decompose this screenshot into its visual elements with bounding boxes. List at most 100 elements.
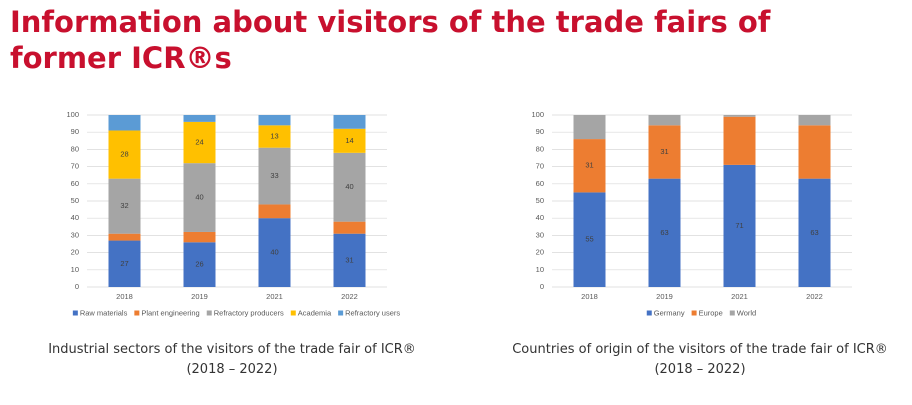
data-label: 32 [120,201,128,210]
bar-segment [183,231,216,243]
y-tick-label: 0 [75,282,79,291]
bar-segment [108,240,141,287]
y-tick-label: 90 [71,127,79,136]
caption-line: (2018 – 2022) [654,362,746,377]
bar-segment [798,125,831,179]
page-title: Information about visitors of the trade … [10,5,771,75]
y-tick-label: 50 [71,196,79,205]
y-tick-label: 90 [536,127,544,136]
bar-segment [648,115,681,126]
legend-label: Plant engineering [141,308,199,317]
legend-swatch [72,310,78,316]
y-tick-label: 10 [71,265,79,274]
caption-line: (2018 – 2022) [186,362,278,377]
x-tick-label: 2019 [656,292,673,301]
legend-label: Europe [699,308,723,317]
legend-swatch [338,310,344,316]
legend-swatch [134,310,140,316]
y-tick-label: 20 [536,248,544,257]
legend-swatch [691,310,697,316]
y-tick-label: 40 [536,213,544,222]
data-label: 40 [345,182,353,191]
bar-segment [108,130,141,179]
legend-label: Refractory producers [214,308,284,317]
caption-line: Countries of origin of the visitors of t… [512,342,888,357]
y-tick-label: 80 [536,144,544,153]
bar-segment [723,116,756,165]
bar-segment [108,115,141,131]
y-tick-label: 100 [66,110,79,119]
y-tick-label: 10 [536,265,544,274]
bar-segment [183,121,216,164]
bar-segment [798,178,831,287]
data-label: 40 [270,248,278,257]
y-tick-label: 40 [71,213,79,222]
x-tick-label: 2021 [731,292,748,301]
y-tick-label: 30 [71,230,79,239]
legend-swatch [206,310,212,316]
data-label: 63 [810,228,818,237]
chart: 0 10 20 30 40 50 60 70 80 90 100 2018 55 31 2019 63 31 20… [531,110,852,317]
bar-segment [183,115,216,122]
y-tick-label: 100 [531,110,544,119]
bar-segment [333,128,366,153]
caption: Industrial sectors of the visitors of th… [22,340,442,380]
data-label: 71 [735,221,743,230]
legend-label: Academia [298,308,332,317]
y-tick-label: 70 [71,162,79,171]
data-label: 24 [195,138,203,147]
y-tick-label: 70 [536,162,544,171]
legend-label: World [737,308,756,317]
data-label: 27 [120,259,128,268]
y-tick-label: 50 [536,196,544,205]
y-tick-label: 30 [536,230,544,239]
bar-segment [183,242,216,287]
y-tick-label: 60 [71,179,79,188]
data-label: 31 [660,147,668,156]
bar-segment [258,147,291,205]
x-tick-label: 2022 [806,292,823,301]
x-tick-label: 2018 [116,292,133,301]
x-tick-label: 2019 [191,292,208,301]
bar-segment [333,152,366,222]
y-tick-label: 0 [540,282,544,291]
y-tick-label: 20 [71,248,79,257]
y-tick-label: 80 [71,144,79,153]
bar-segment [258,115,291,126]
bar-segment [258,125,291,148]
bar-segment [573,115,606,140]
bar-segment [723,115,756,117]
bar-segment [723,164,756,287]
y-tick-label: 60 [536,179,544,188]
bar-segment [108,233,141,241]
bar-segment [258,218,291,287]
legend-label: Germany [654,308,685,317]
x-tick-label: 2021 [266,292,283,301]
data-label: 28 [120,150,128,159]
data-label: 31 [345,255,353,264]
bar-segment [108,178,141,234]
bar-segment [573,192,606,287]
x-tick-label: 2018 [581,292,598,301]
bar-segment [333,115,366,129]
bar-segment [258,204,291,219]
legend-swatch [290,310,296,316]
data-label: 14 [345,136,353,145]
data-label: 13 [270,131,278,140]
x-tick-label: 2022 [341,292,358,301]
bar-segment [333,233,366,287]
legend-label: Raw materials [80,308,128,317]
legend-swatch [646,310,652,316]
bar-segment [798,115,831,126]
data-label: 33 [270,171,278,180]
bar-segment [333,221,366,234]
chart: 0 10 20 30 40 50 60 70 80 90 100 2018 27 32 28 2019 26 40… [66,110,400,318]
caption: Countries of origin of the visitors of t… [490,340,910,380]
data-label: 55 [585,235,593,244]
legend-swatch [729,310,735,316]
bar-segment [573,139,606,193]
data-label: 26 [195,260,203,269]
bar-segment [648,125,681,179]
bar-segment [183,163,216,232]
